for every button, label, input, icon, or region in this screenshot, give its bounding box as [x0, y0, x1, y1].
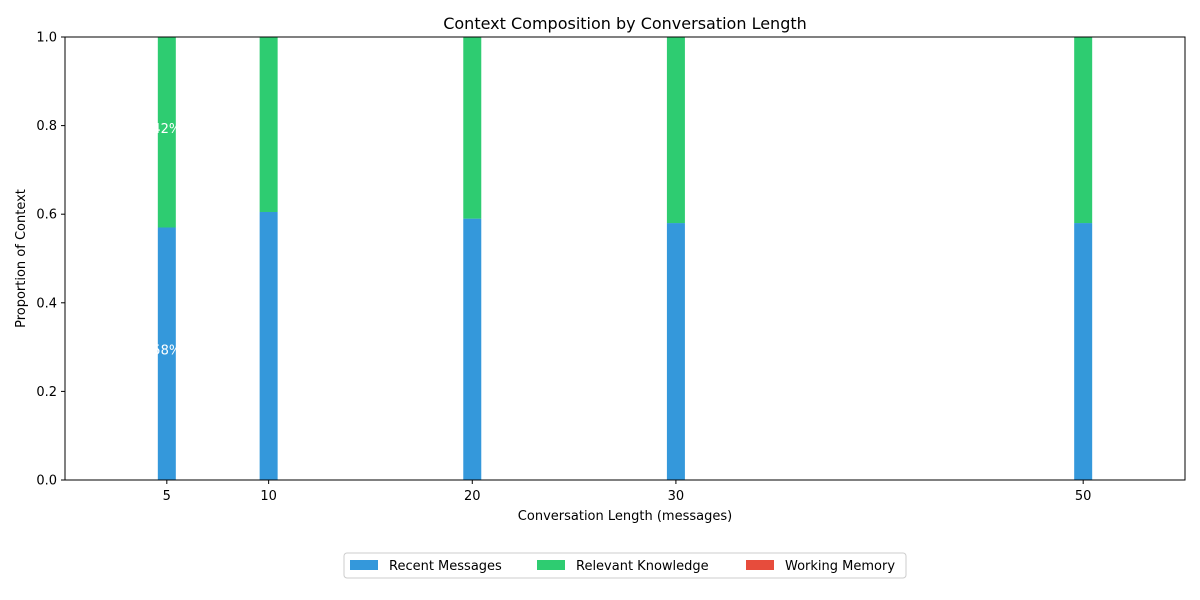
x-tick-label: 5 [163, 489, 171, 504]
legend-label-recent-messages: Recent Messages [389, 559, 502, 574]
bar-recent-messages-30 [666, 223, 685, 480]
bar-recent-messages-20 [463, 218, 482, 480]
bar-recent-messages-10 [259, 211, 278, 481]
x-tick-label: 20 [464, 489, 481, 504]
bar-relevant-knowledge-10 [259, 37, 278, 212]
bar-annotation-1: 42% [152, 122, 181, 137]
x-tick-label: 10 [260, 489, 277, 504]
legend-frame [343, 552, 907, 579]
legend-label-relevant-knowledge: Relevant Knowledge [576, 559, 709, 574]
x-axis: 5 10 20 30 50 [163, 480, 1092, 504]
bar-recent-messages-5 [157, 227, 176, 480]
bar-relevant-knowledge-5 [157, 37, 176, 228]
y-tick-label: 1.0 [36, 31, 57, 46]
legend: Recent Messages Relevant Knowledge Working… [343, 552, 907, 579]
y-tick-label: 0.0 [36, 474, 57, 489]
y-tick-label: 0.2 [36, 385, 57, 400]
bar-recent-messages-50 [1074, 223, 1093, 480]
y-tick-label: 0.6 [36, 208, 57, 223]
bar-relevant-knowledge-20 [463, 37, 482, 219]
annotations-group: 58% 42% [152, 122, 181, 359]
y-tick-label: 0.8 [36, 119, 57, 134]
bar-relevant-knowledge-30 [666, 37, 685, 224]
chart-title: Context Composition by Conversation Leng… [443, 14, 807, 33]
y-axis: 0.0 0.2 0.4 0.6 0.8 1.0 [36, 31, 65, 489]
x-tick-label: 50 [1075, 489, 1092, 504]
bar-relevant-knowledge-50 [1074, 37, 1093, 224]
legend-swatch-working-memory [746, 560, 774, 570]
plot-frame [64, 36, 1186, 481]
legend-swatch-recent-messages [350, 560, 378, 570]
bars-group [157, 37, 1093, 481]
x-tick-label: 30 [668, 489, 685, 504]
legend-label-working-memory: Working Memory [785, 559, 895, 574]
y-tick-label: 0.4 [36, 296, 57, 311]
y-axis-title: Proportion of Context [14, 189, 29, 328]
legend-swatch-relevant-knowledge [537, 560, 565, 570]
x-axis-title: Conversation Length (messages) [518, 509, 732, 524]
bar-annotation-0: 58% [152, 343, 181, 358]
